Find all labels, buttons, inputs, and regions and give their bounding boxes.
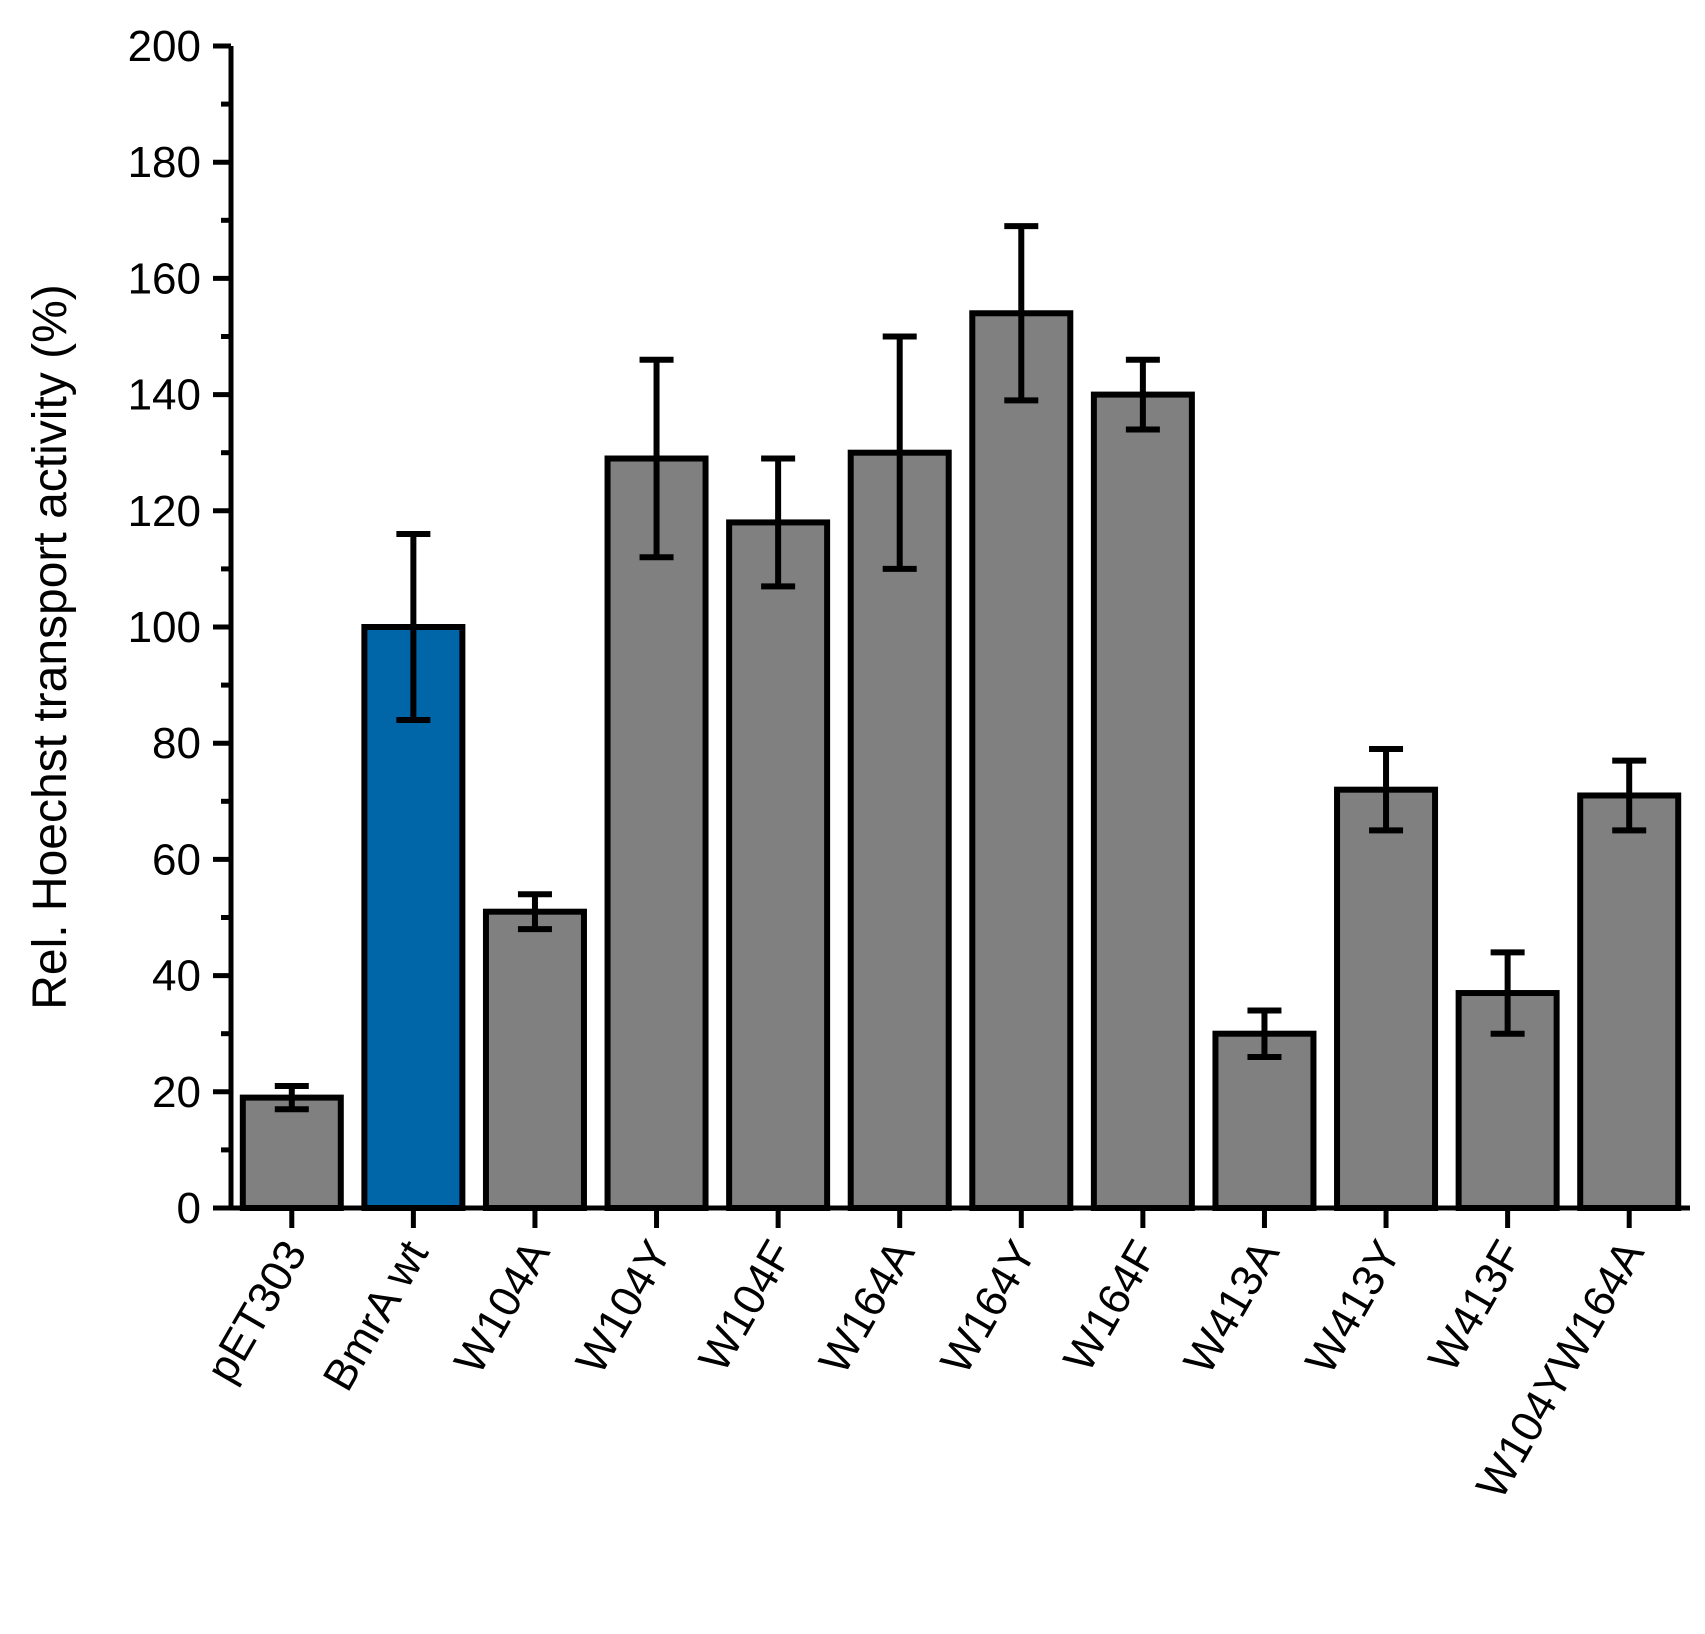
y-tick-label: 100 xyxy=(128,603,201,652)
y-tick-label: 140 xyxy=(128,371,201,420)
y-tick-label: 60 xyxy=(152,835,201,884)
y-tick-label: 180 xyxy=(128,138,201,187)
bar-w164y xyxy=(969,310,1074,1211)
x-tick-label: W164F xyxy=(1054,1233,1167,1380)
bar-w104yw164a xyxy=(1577,792,1682,1211)
bar-w104a xyxy=(482,908,587,1211)
x-tick-label: BmrA wt xyxy=(314,1233,438,1399)
y-tick-label: 80 xyxy=(152,719,201,768)
bar-w164f xyxy=(1090,391,1195,1212)
y-tick-label: 120 xyxy=(128,487,201,536)
y-tick-label: 0 xyxy=(177,1184,201,1233)
error-bars-group xyxy=(274,223,1647,1113)
x-tick-label: W413F xyxy=(1419,1233,1532,1380)
x-tick-label: W164A xyxy=(810,1232,925,1382)
x-tick-label: W104A xyxy=(445,1232,560,1382)
y-tick-label: 160 xyxy=(128,254,201,303)
x-tick-label: W104F xyxy=(689,1233,802,1380)
bar-pet303 xyxy=(239,1094,344,1211)
y-axis-title: Rel. Hoechst transport activity (%) xyxy=(24,284,77,1010)
y-tick-label: 20 xyxy=(152,1068,201,1117)
x-tick-label: pET303 xyxy=(197,1233,316,1391)
x-tick-label: W104Y xyxy=(567,1233,682,1382)
y-tick-label: 40 xyxy=(152,952,201,1001)
bar-w104f xyxy=(726,519,831,1211)
x-tick-label: W413Y xyxy=(1296,1233,1411,1382)
bar-w413y xyxy=(1334,786,1439,1211)
x-tick-label: W413A xyxy=(1175,1232,1290,1382)
bar-w104y xyxy=(604,455,709,1211)
bars-group xyxy=(239,310,1682,1212)
x-tick-label: W164Y xyxy=(931,1233,1046,1382)
y-axis-ticks: 0 20 40 60 80 100 120 140 160 180 200 xyxy=(128,22,231,1233)
y-tick-label: 200 xyxy=(128,22,201,71)
